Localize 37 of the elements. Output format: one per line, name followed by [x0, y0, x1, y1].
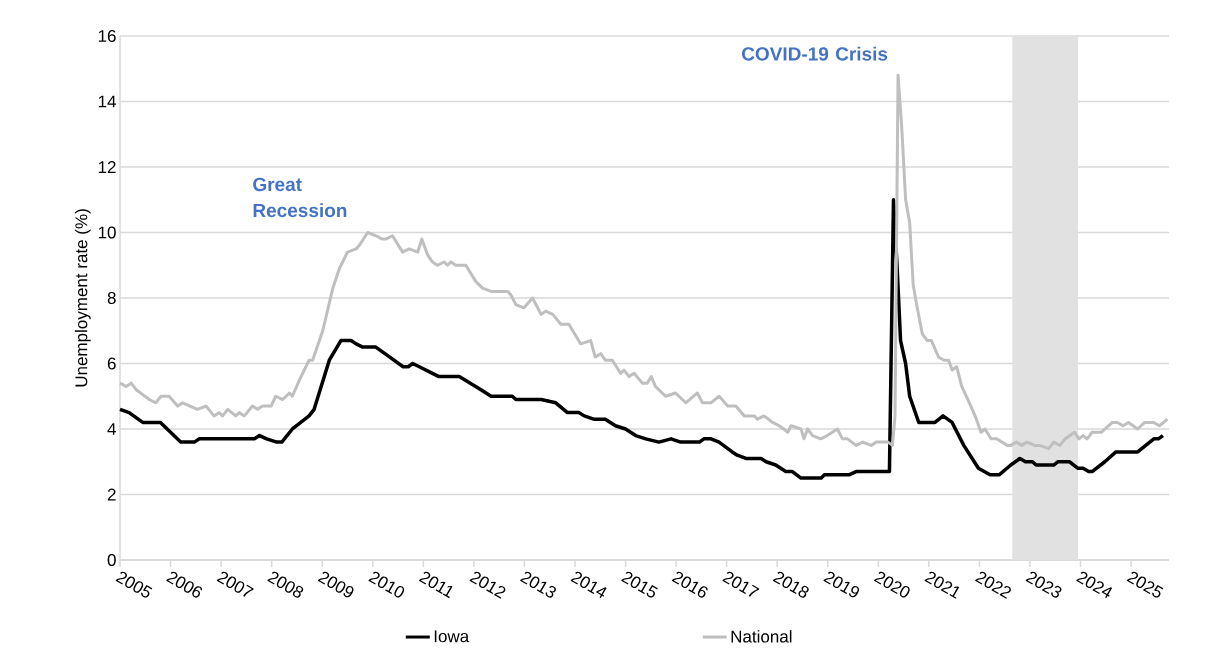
legend-label: National [731, 630, 792, 643]
x-tick-label: 2025 [1126, 571, 1164, 598]
legend-label: Iowa [434, 630, 470, 643]
y-tick-label: 10 [98, 226, 116, 239]
x-tick-label: 2016 [671, 571, 708, 598]
line-series [118, 73, 1169, 451]
x-tick-label: 2005 [115, 571, 153, 598]
y-tick-label: 4 [107, 423, 116, 435]
y-tick-label: 8 [107, 291, 116, 305]
x-tick-label: 2012 [469, 571, 506, 599]
x-tick-label: 2010 [368, 571, 405, 598]
annotation: Great Recession [253, 177, 347, 218]
y-tick-label: 16 [98, 29, 116, 43]
y-tick-label: 6 [107, 357, 116, 370]
x-tick-label: 2011 [418, 571, 453, 599]
y-axis-title: Unemployment rate (%) [74, 209, 91, 387]
x-tick-label: 2006 [166, 571, 203, 598]
y-tick-label: 12 [98, 161, 116, 173]
x-tick-label: 2020 [873, 571, 910, 598]
x-tick-label: 2024 [1076, 571, 1113, 599]
x-tick-label: 2015 [621, 571, 658, 598]
y-tick-label: 0 [107, 553, 116, 567]
x-tick-label: 2007 [216, 571, 254, 597]
x-tick-label: 2013 [520, 571, 556, 598]
x-tick-label: 2022 [975, 571, 1011, 599]
x-tick-label: 2019 [823, 571, 860, 598]
y-tick-label: 2 [107, 488, 116, 501]
y-tick-label: 14 [98, 95, 116, 108]
x-tick-label: 2021 [924, 571, 960, 599]
x-tick-label: 2008 [267, 571, 304, 598]
x-tick-label: 2023 [1025, 571, 1062, 598]
line-series [118, 198, 1165, 480]
x-tick-label: 2017 [722, 571, 760, 597]
x-tick-label: 2014 [570, 571, 607, 599]
annotation: COVID-19 Crisis [741, 46, 888, 61]
x-tick-label: 2009 [317, 571, 354, 598]
x-tick-label: 2018 [772, 571, 809, 598]
